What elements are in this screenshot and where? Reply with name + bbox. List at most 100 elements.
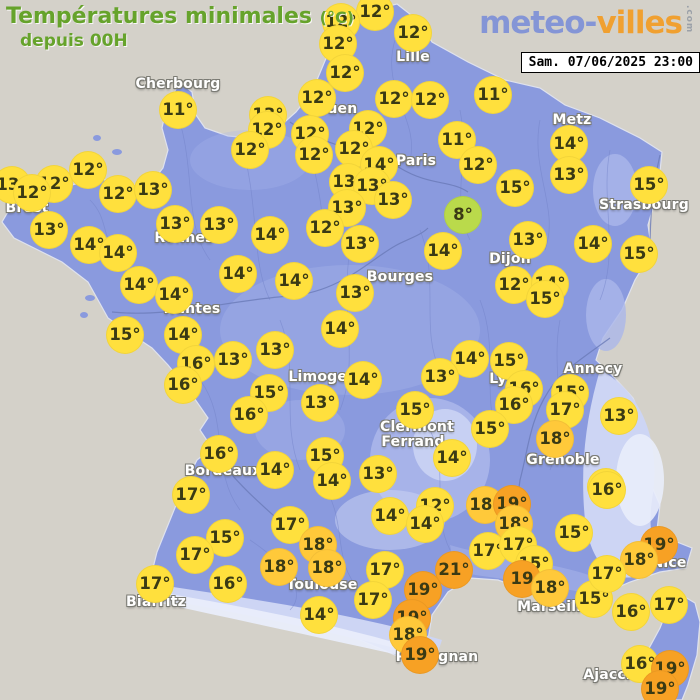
island [112,149,122,155]
temp-marker[interactable]: 12° [298,79,336,117]
temp-marker[interactable]: 14° [251,216,289,254]
datetime-stamp: Sam. 07/06/2025 23:00 [520,52,700,73]
temp-marker[interactable]: 17° [354,581,392,619]
city-label: Bourges [366,269,434,285]
temp-marker[interactable]: 13° [336,274,374,312]
temp-marker[interactable]: 13° [359,455,397,493]
temp-marker[interactable]: 12° [375,80,413,118]
temp-marker[interactable]: 12° [495,266,533,304]
temp-marker[interactable]: 16° [164,366,202,404]
city-label: Annecy [563,361,623,377]
temp-marker[interactable]: 12° [411,81,449,119]
temp-marker[interactable]: 13° [374,181,412,219]
temp-marker[interactable]: 15° [630,166,668,204]
temp-marker[interactable]: 18° [308,549,346,587]
temp-marker[interactable]: 12° [459,146,497,184]
temp-marker[interactable]: 16° [588,471,626,509]
temp-marker[interactable]: 14° [574,225,612,263]
city-label: Grenoble [526,452,600,468]
temp-marker[interactable]: 14° [406,505,444,543]
temp-marker[interactable]: 13° [341,225,379,263]
temp-marker[interactable]: 15° [471,410,509,448]
logo-meteo-part: meteo- [479,5,597,41]
temp-marker[interactable]: 13° [30,211,68,249]
temp-marker[interactable]: 14° [433,439,471,477]
temp-marker[interactable]: 16° [200,435,238,473]
temp-marker[interactable]: 14° [219,255,257,293]
temp-marker[interactable]: 15° [496,169,534,207]
temp-marker[interactable]: 13° [214,341,252,379]
temp-marker[interactable]: 14° [300,596,338,634]
temp-marker[interactable]: 13° [134,171,172,209]
temp-marker[interactable]: 13° [550,156,588,194]
temp-marker[interactable]: 13° [328,189,366,227]
temp-marker[interactable]: 13° [200,206,238,244]
temp-marker[interactable]: 15° [106,316,144,354]
temp-marker[interactable]: 15° [555,514,593,552]
temp-marker[interactable]: 16° [209,565,247,603]
temp-marker[interactable]: 14° [275,262,313,300]
temp-marker[interactable]: 15° [206,519,244,557]
temp-marker[interactable]: 13° [301,384,339,422]
temp-marker[interactable]: 8° [444,196,482,234]
temp-marker[interactable]: 21° [435,551,473,589]
temp-marker[interactable]: 17° [136,565,174,603]
temp-marker[interactable]: 15° [526,280,564,318]
temp-marker[interactable]: 14° [313,462,351,500]
temp-marker[interactable]: 11° [159,91,197,129]
city-label: Metz [552,112,592,128]
temp-marker[interactable]: 12° [13,174,51,212]
temp-marker[interactable]: 14° [164,316,202,354]
temp-marker[interactable]: 18° [260,548,298,586]
temp-marker[interactable]: 13° [600,397,638,435]
temp-marker[interactable]: 17° [588,555,626,593]
temp-marker[interactable]: 19° [641,670,679,700]
temp-marker[interactable]: 14° [371,497,409,535]
temp-marker[interactable]: 17° [650,586,688,624]
temp-marker[interactable]: 17° [172,476,210,514]
temp-marker[interactable]: 13° [256,331,294,369]
temp-marker[interactable]: 12° [326,54,364,92]
temp-marker[interactable]: 14° [424,232,462,270]
temp-marker[interactable]: 14° [99,234,137,272]
city-label: Ferrand [381,434,445,450]
map-title-text: Températures minimales [6,4,312,29]
temp-marker[interactable]: 12° [295,136,333,174]
city-label: Cherbourg [135,76,221,92]
temp-marker[interactable]: 14° [155,276,193,314]
temp-marker[interactable]: 14° [256,451,294,489]
temp-marker[interactable]: 12° [231,131,269,169]
city-label: Marseille [517,599,591,615]
temp-marker[interactable]: 13° [156,205,194,243]
city-label: Lille [396,49,430,65]
temp-marker[interactable]: 15° [396,391,434,429]
city-label: Strasbourg [599,197,689,213]
map-title: Températures minimales (°C) [6,4,354,29]
temp-marker[interactable]: 13° [509,221,547,259]
temp-marker[interactable]: 12° [394,14,432,52]
temp-marker[interactable]: 14° [344,361,382,399]
temp-marker[interactable]: 12° [69,151,107,189]
temp-marker[interactable]: 18° [536,420,574,458]
temp-marker[interactable]: 18° [620,541,658,579]
temp-marker[interactable]: 15° [620,235,658,273]
temp-marker[interactable]: 19° [401,636,439,674]
temp-marker[interactable]: 14° [120,266,158,304]
temp-marker[interactable]: 17° [176,536,214,574]
temp-marker[interactable]: 12° [356,0,394,31]
temp-marker[interactable]: 16° [230,396,268,434]
map-subtitle: depuis 00H [20,31,128,51]
island [80,312,88,318]
temp-marker[interactable]: 18° [531,569,569,607]
temp-marker[interactable]: 12° [306,209,344,247]
temp-marker[interactable]: 12° [99,175,137,213]
island [93,135,101,141]
temp-marker[interactable]: 13° [421,358,459,396]
temp-marker[interactable]: 14° [321,310,359,348]
meteo-villes-logo[interactable]: meteo-villes .com [479,5,694,41]
logo-villes-part: villes [596,5,683,41]
temp-marker[interactable]: 11° [474,76,512,114]
temp-marker[interactable]: 16° [612,593,650,631]
